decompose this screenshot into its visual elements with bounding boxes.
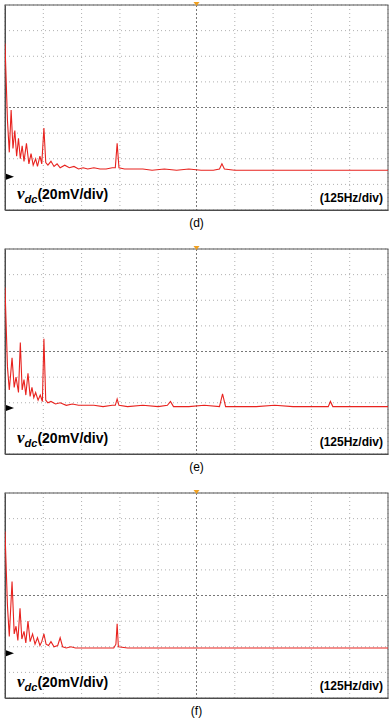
- grid-line-y: [5, 107, 388, 108]
- grid-line-x: [196, 5, 197, 210]
- reference-marker: [6, 650, 14, 656]
- panel: vdc(20mV/div) (125Hz/div) (f): [5, 490, 389, 718]
- reference-marker: [6, 174, 14, 180]
- grid-line-x: [119, 5, 120, 210]
- grid: [5, 493, 388, 698]
- plot-frame: [5, 493, 388, 698]
- y-label-subscript: dc: [25, 437, 38, 449]
- caption: (d): [189, 216, 204, 230]
- caption: (e): [189, 460, 204, 474]
- y-label: vdc(20mV/div): [17, 672, 108, 693]
- plot-frame: [5, 249, 388, 454]
- marks: [5, 531, 388, 648]
- spectrum-line: [5, 531, 388, 648]
- y-label-subscript: dc: [25, 193, 38, 205]
- grid-line-x: [119, 493, 120, 698]
- panel: vdc(20mV/div) (125Hz/div) (d): [5, 2, 389, 230]
- reference-marker: [6, 405, 14, 411]
- grid-line-y: [5, 184, 388, 185]
- marks: [5, 43, 388, 170]
- grid-line-x: [196, 249, 197, 454]
- marks: [5, 287, 388, 406]
- grid-line-y: [5, 81, 388, 82]
- caption: (f): [191, 704, 202, 718]
- grid-line-y: [5, 133, 388, 134]
- spectrum-line: [5, 43, 388, 170]
- x-label: (125Hz/div): [320, 435, 383, 449]
- grid-line-y: [5, 351, 388, 352]
- grid-line-y: [5, 158, 388, 159]
- grid-line-y: [5, 300, 388, 301]
- plot-frame: [5, 5, 388, 210]
- x-label: (125Hz/div): [320, 679, 383, 693]
- grid-line-y: [5, 428, 388, 429]
- y-label: vdc(20mV/div): [17, 184, 108, 205]
- grid-line-y: [5, 274, 388, 275]
- trigger-marker: [194, 246, 200, 250]
- y-label-subscript: dc: [25, 681, 38, 693]
- grid-line-y: [5, 569, 388, 570]
- grid-line-y: [5, 621, 388, 622]
- grid-line-y: [5, 672, 388, 673]
- grid-line-x: [311, 493, 312, 698]
- grid-line-x: [119, 249, 120, 454]
- grid-line-y: [5, 30, 388, 31]
- trigger-marker: [194, 490, 200, 494]
- spectrum-line: [5, 287, 388, 406]
- y-label-unit: (20mV/div): [37, 674, 108, 690]
- grid-line-x: [196, 493, 197, 698]
- trigger-marker: [194, 2, 200, 6]
- y-label-unit: (20mV/div): [37, 186, 108, 202]
- panel: vdc(20mV/div) (125Hz/div) (e): [5, 246, 389, 474]
- grid-line-y: [5, 325, 388, 326]
- y-label-unit: (20mV/div): [37, 430, 108, 446]
- grid-line-x: [311, 5, 312, 210]
- grid: [5, 5, 388, 210]
- x-label: (125Hz/div): [320, 191, 383, 205]
- grid-line-x: [311, 249, 312, 454]
- grid-line-y: [5, 377, 388, 378]
- y-label: vdc(20mV/div): [17, 428, 108, 449]
- page: vdc(20mV/div)(125Hz/div)(d)vdc(20mV/div)…: [0, 0, 392, 718]
- grid: [5, 249, 388, 454]
- grid-line-y: [5, 544, 388, 545]
- grid-line-y: [5, 56, 388, 57]
- grid-line-y: [5, 595, 388, 596]
- grid-line-y: [5, 518, 388, 519]
